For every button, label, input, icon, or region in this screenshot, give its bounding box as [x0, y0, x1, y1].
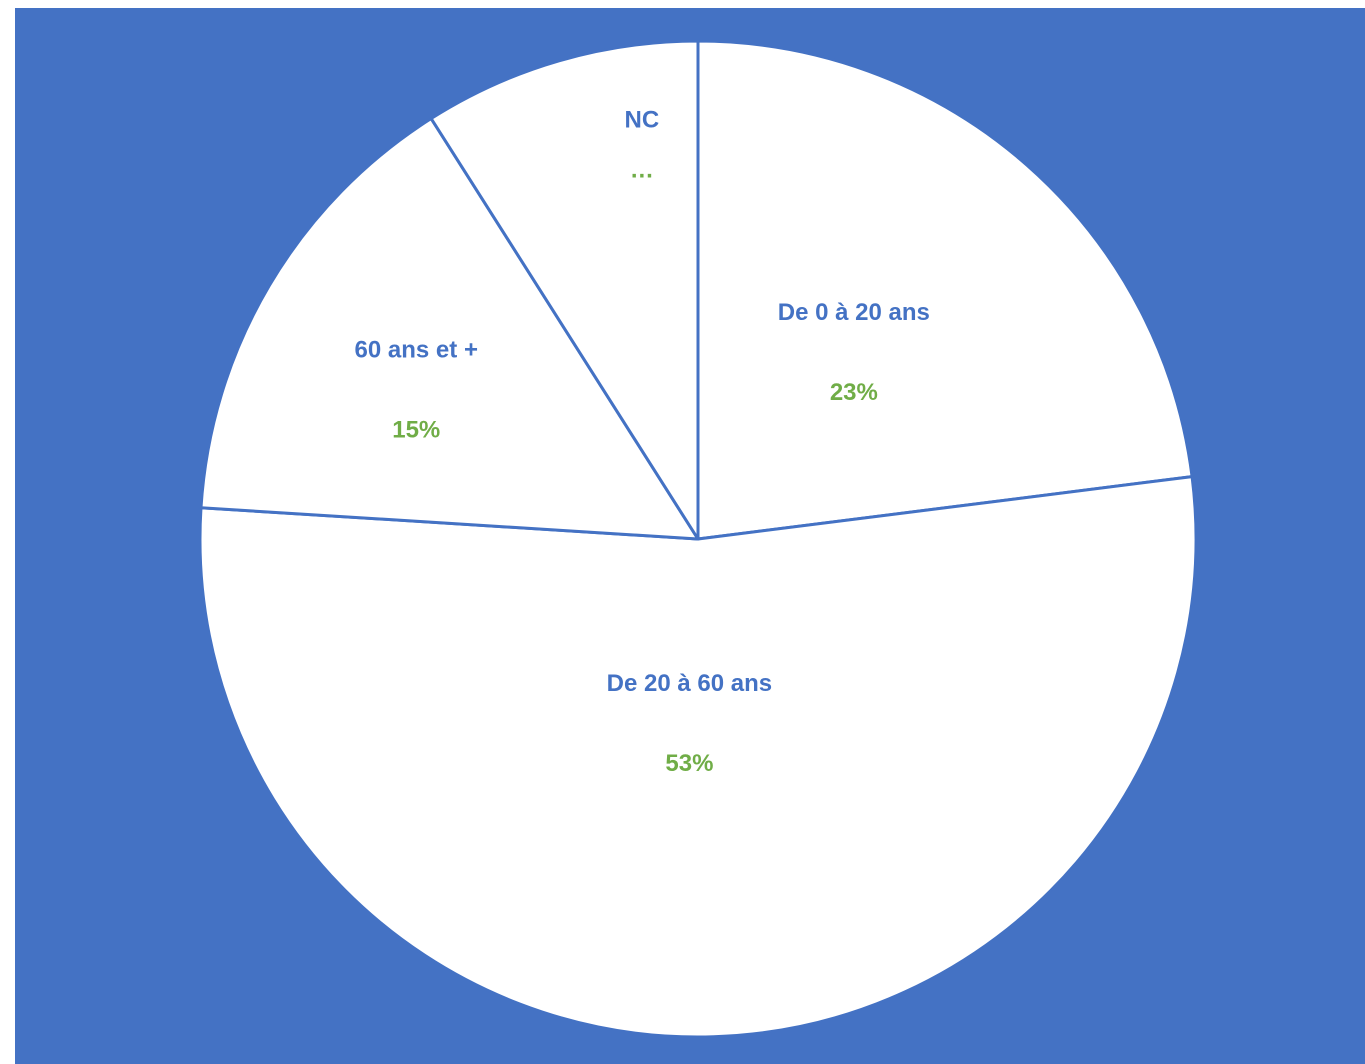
chart-area: De 0 à 20 ans 23% De 20 à 60 ans 53% 60 ans …	[15, 8, 1365, 1064]
category-label-2: De 20 à 60 ans	[607, 670, 772, 697]
pie-slices	[198, 39, 1198, 1039]
value-label-3: 15%	[392, 417, 440, 444]
pie-labels: De 0 à 20 ans 23% De 20 à 60 ans 53% 60 ans …	[355, 107, 930, 778]
pie-slice-1	[696, 39, 1194, 541]
category-label-1: De 0 à 20 ans	[778, 299, 930, 326]
pie-chart: De 0 à 20 ans 23% De 20 à 60 ans 53% 60 ans …	[15, 8, 1365, 1064]
category-label-3: 60 ans et +	[355, 337, 478, 364]
value-label-4: …	[630, 157, 654, 184]
category-label-4: NC	[625, 107, 660, 134]
value-label-1: 23%	[830, 379, 878, 406]
pie-slice-3	[199, 117, 700, 541]
pie-slice-4	[429, 39, 700, 541]
pie-slice-2	[198, 475, 1198, 1039]
value-label-2: 53%	[665, 750, 713, 777]
